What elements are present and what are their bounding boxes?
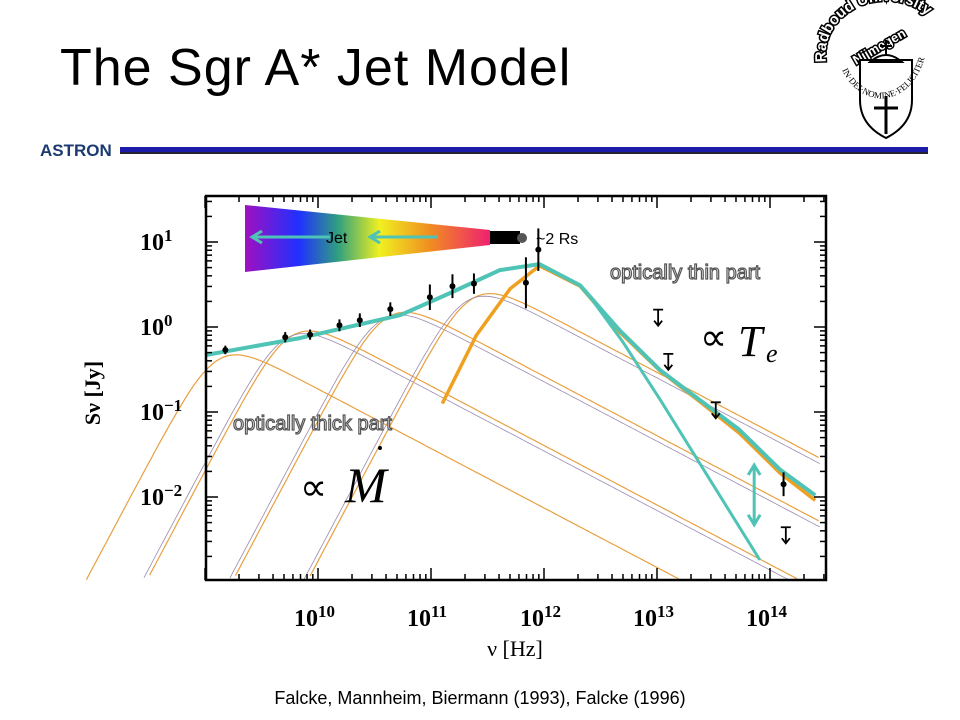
x-tick-exponent: 10 [318, 602, 335, 621]
te-symbol: T [738, 317, 766, 366]
slide-title: The Sgr A* Jet Model [60, 39, 572, 97]
y-tick-label: 10−2 [140, 481, 182, 511]
series-line-0 [204, 262, 817, 497]
plot-frame [204, 194, 828, 582]
y-tick-exponent: 1 [164, 226, 173, 245]
x-tick-exponent: 13 [657, 602, 674, 621]
y-tick-exponent: −2 [164, 481, 182, 500]
black-hole-dot [517, 233, 527, 243]
jet-nozzle [490, 231, 520, 244]
data-point [780, 481, 787, 488]
jet-label: Jet [326, 230, 348, 247]
x-tick-label: 1010 [294, 602, 335, 632]
header-divider [120, 147, 928, 152]
data-point [222, 346, 229, 353]
jet-cone [245, 205, 490, 272]
upper-limit-arrow-icon [663, 352, 674, 372]
x-tick-exponent: 11 [431, 602, 447, 621]
y-tick-label: 101 [140, 226, 173, 256]
component-curve-alt [304, 295, 820, 579]
y-tick-exponent: −1 [164, 396, 182, 415]
x-tick-label: 1011 [407, 602, 447, 632]
data-point [535, 246, 542, 253]
astron-logo: ASTRON [40, 141, 112, 160]
x-axis-label: ν [Hz] [487, 636, 543, 661]
x-tick-exponent: 14 [770, 602, 788, 621]
data-point [282, 334, 289, 341]
optically-thin-label: optically thin part [610, 262, 761, 284]
mdot-symbol: M [344, 457, 389, 513]
y-tick-label: 10−1 [140, 396, 182, 426]
upper-limit-arrow-icon [653, 308, 664, 328]
data-point [387, 306, 394, 313]
component-curve-alt [143, 333, 789, 580]
data-point [426, 294, 433, 301]
citation-footer: Falcke, Mannheim, Biermann (1993), Falck… [274, 688, 686, 708]
data-point [336, 322, 343, 329]
upper-limit-arrow-icon [780, 526, 791, 545]
data-point [307, 331, 314, 338]
data-point [356, 317, 363, 324]
x-tick-label: 1013 [633, 602, 674, 632]
upper-limit-arrow-icon [710, 401, 721, 420]
proportional-symbol-2: ∝ [300, 467, 327, 509]
x-tick-exponent: 12 [544, 602, 561, 621]
radboud-university-logo: Radboud University Nijmegen IN·DEI·NOMIN… [812, 0, 937, 140]
te-subscript: e [766, 339, 778, 368]
x-tick-label: 1014 [746, 602, 788, 632]
y-tick-exponent: 0 [164, 311, 173, 330]
optically-thick-label: optically thick part [233, 413, 392, 435]
mdot-dot [378, 446, 382, 450]
series-line-1 [583, 288, 762, 561]
data-point [470, 280, 477, 287]
component-curve [234, 311, 819, 576]
x-tick-label: 1012 [520, 602, 561, 632]
y-tick-label: 100 [140, 311, 173, 341]
y-axis-label: Sν [Jy] [80, 361, 105, 425]
component-curve [85, 354, 680, 581]
data-point [522, 279, 529, 286]
proportional-symbol: ∝ [700, 317, 727, 359]
component-curve-alt [229, 314, 820, 579]
arrowheads-icon [746, 462, 762, 528]
series-line-2 [440, 264, 817, 502]
data-point [449, 283, 456, 290]
rs-label: ~2 Rs [536, 231, 578, 248]
component-curve [309, 292, 819, 577]
component-curve [149, 330, 798, 580]
jet-illustration: Jet ~2 Rs [245, 205, 578, 272]
